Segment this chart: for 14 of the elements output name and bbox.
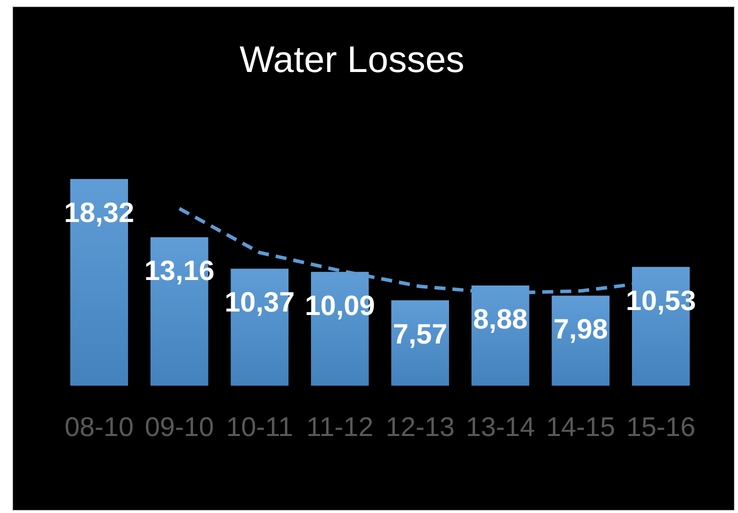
x-tick-label: 10-11 xyxy=(226,412,294,442)
x-tick-label: 08-10 xyxy=(64,412,134,442)
bar xyxy=(391,300,450,386)
chart-title: Water Losses xyxy=(240,39,464,80)
x-tick-label: 13-14 xyxy=(466,412,535,442)
bar xyxy=(552,296,610,386)
x-tick-label: 11-12 xyxy=(306,412,374,442)
data-label: 7,57 xyxy=(392,318,448,350)
x-tick-label: 12-13 xyxy=(386,412,455,442)
data-label: 8,88 xyxy=(473,304,528,335)
data-label: 7,98 xyxy=(553,314,608,345)
x-tick-label: 09-10 xyxy=(144,412,214,442)
x-tick-label: 14-15 xyxy=(546,412,616,442)
x-tick-label: 15-16 xyxy=(626,412,696,442)
